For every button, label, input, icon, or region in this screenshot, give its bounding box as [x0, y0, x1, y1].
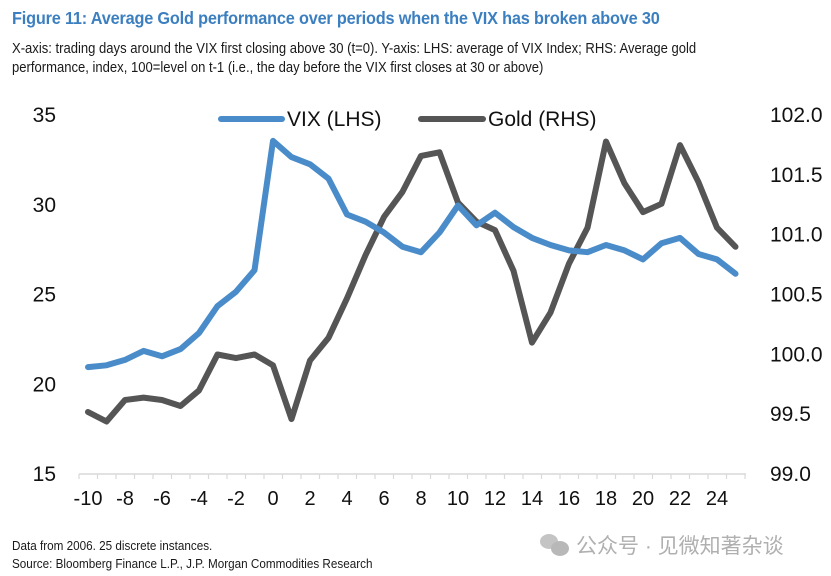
x-tick-label: 6	[378, 488, 389, 510]
x-tick-label: 18	[595, 488, 617, 510]
x-tick-label: 0	[267, 488, 278, 510]
y-right-tick-label: 100.5	[770, 284, 823, 307]
series-line-vix	[85, 137, 739, 371]
y-right-tick-label: 99.0	[770, 463, 811, 486]
series-layer	[85, 137, 739, 425]
wechat-icon	[540, 534, 570, 556]
y-right-tick-label: 102.0	[770, 104, 823, 127]
footer-note: Data from 2006. 25 discrete instances.	[12, 538, 213, 553]
y-left-tick-label: 35	[33, 104, 56, 127]
watermark: 公众号 · 见微知著杂谈	[540, 530, 784, 560]
x-tick-label: 8	[415, 488, 426, 510]
x-tick-label: 10	[447, 488, 469, 510]
x-tick-label: 14	[521, 488, 543, 510]
y-left-tick-label: 15	[33, 463, 56, 486]
subtitle-line-1: X-axis: trading days around the VIX firs…	[12, 41, 697, 57]
x-tick-label: 22	[669, 488, 691, 510]
x-tick-label: -4	[190, 488, 208, 510]
x-tick-label: 12	[484, 488, 506, 510]
x-tick-label: 16	[558, 488, 580, 510]
y-right-tick-label: 99.5	[770, 403, 811, 426]
subtitle-line-2: performance, index, 100=level on t-1 (i.…	[12, 60, 544, 76]
watermark-text: 公众号 · 见微知著杂谈	[576, 535, 784, 558]
x-tick-label: 20	[632, 488, 654, 510]
y-right-tick-label: 101.0	[770, 224, 823, 247]
legend-label-vix: VIX (LHS)	[287, 108, 382, 131]
figure-footer: Data from 2006. 25 discrete instances. S…	[12, 537, 373, 573]
x-tick-label: -10	[74, 488, 103, 510]
y-right-tick-label: 101.5	[770, 164, 823, 187]
legend-label-gold: Gold (RHS)	[488, 108, 597, 131]
x-tick-label: -8	[116, 488, 134, 510]
footer-source: Source: Bloomberg Finance L.P., J.P. Mor…	[12, 556, 373, 571]
series-line-gold	[85, 138, 739, 425]
line-chart: -10 -8 -6 -4 -2 0 2 4 6 8 10 12 14 16 18 20 22 2415202530…	[33, 104, 823, 510]
figure-title: Figure 11: Average Gold performance over…	[12, 8, 660, 28]
chart-legend: VIX (LHS) Gold (RHS)	[218, 108, 597, 131]
x-tick-label: -2	[227, 488, 245, 510]
y-left-tick-label: 30	[33, 194, 56, 217]
x-tick-label: 24	[706, 488, 728, 510]
x-tick-label: 4	[341, 488, 352, 510]
x-tick-label: 2	[304, 488, 315, 510]
x-tick-label: -6	[153, 488, 171, 510]
y-left-tick-label: 20	[33, 373, 56, 396]
y-right-tick-label: 100.0	[770, 343, 823, 366]
y-left-tick-label: 25	[33, 284, 56, 307]
axis-layer: -10 -8 -6 -4 -2 0 2 4 6 8 10 12 14 16 18 20 22 2415202530…	[33, 104, 823, 510]
figure-subtitle: X-axis: trading days around the VIX firs…	[12, 40, 822, 78]
